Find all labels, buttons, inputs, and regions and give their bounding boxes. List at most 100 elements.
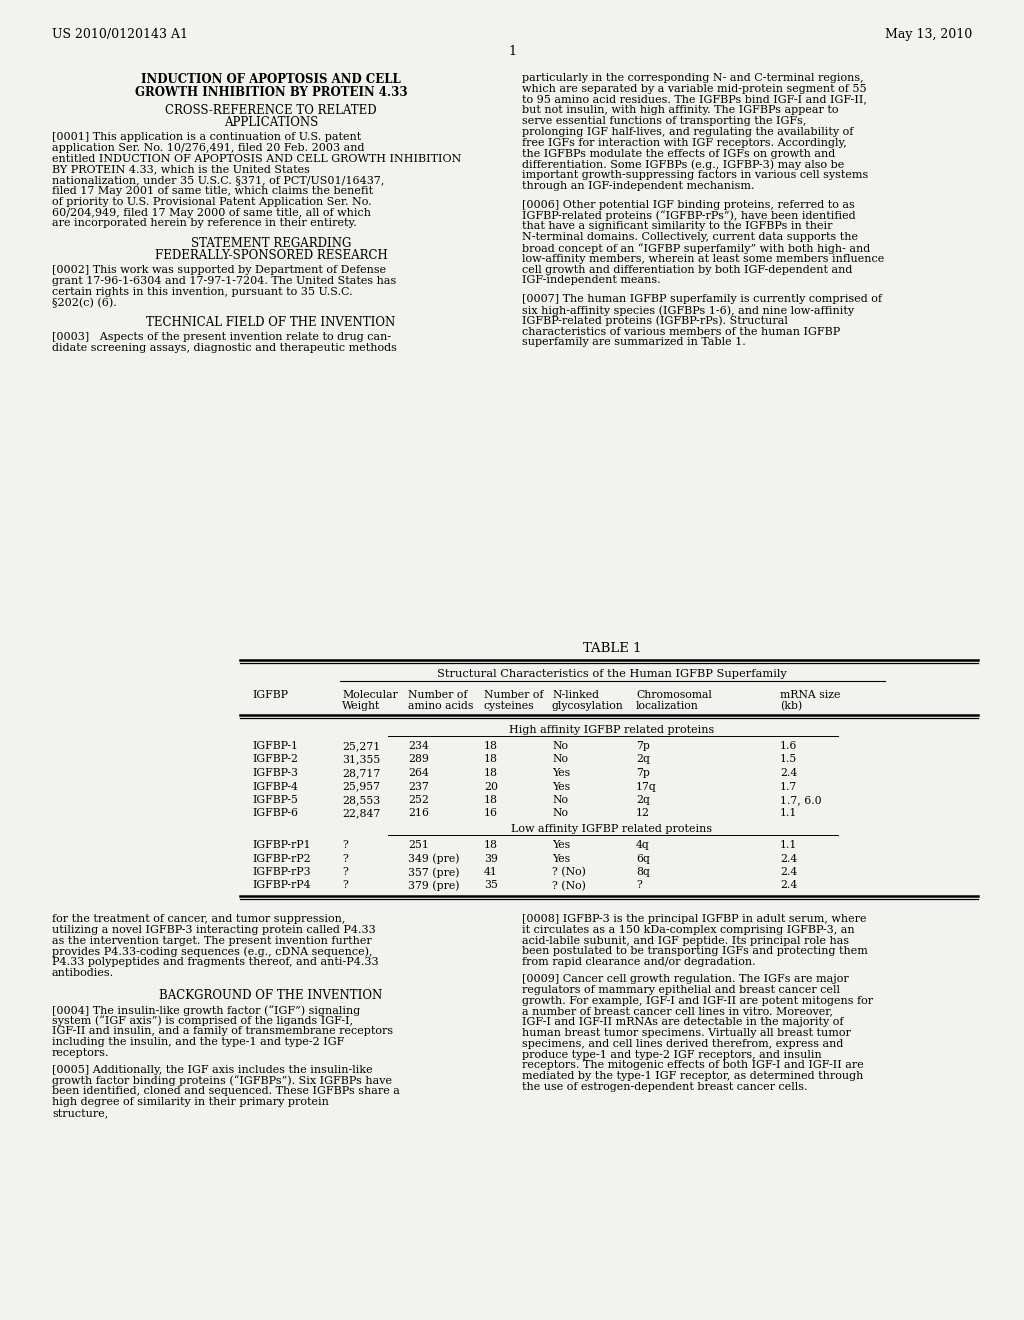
Text: IGFBP-rP2: IGFBP-rP2: [252, 854, 310, 863]
Text: Yes: Yes: [552, 781, 570, 792]
Text: [0009] Cancer cell growth regulation. The IGFs are major: [0009] Cancer cell growth regulation. Th…: [522, 974, 849, 983]
Text: been identified, cloned and sequenced. These IGFBPs share a: been identified, cloned and sequenced. T…: [52, 1086, 400, 1097]
Text: ?: ?: [342, 867, 348, 876]
Text: N-terminal domains. Collectively, current data supports the: N-terminal domains. Collectively, curren…: [522, 232, 858, 242]
Text: it circulates as a 150 kDa-complex comprising IGFBP-3, an: it circulates as a 150 kDa-complex compr…: [522, 925, 855, 935]
Text: 252: 252: [408, 795, 429, 805]
Text: 22,847: 22,847: [342, 808, 380, 818]
Text: ? (No): ? (No): [552, 880, 586, 891]
Text: 237: 237: [408, 781, 429, 792]
Text: 1.1: 1.1: [780, 808, 798, 818]
Text: US 2010/0120143 A1: US 2010/0120143 A1: [52, 28, 188, 41]
Text: 35: 35: [484, 880, 498, 891]
Text: 1.7, 6.0: 1.7, 6.0: [780, 795, 821, 805]
Text: IGFBP-rP1: IGFBP-rP1: [252, 840, 310, 850]
Text: important growth-suppressing factors in various cell systems: important growth-suppressing factors in …: [522, 170, 868, 181]
Text: No: No: [552, 808, 568, 818]
Text: six high-affinity species (IGFBPs 1-6), and nine low-affinity: six high-affinity species (IGFBPs 1-6), …: [522, 305, 854, 315]
Text: 39: 39: [484, 854, 498, 863]
Text: 6q: 6q: [636, 854, 650, 863]
Text: glycosylation: glycosylation: [552, 701, 624, 711]
Text: IGFBP-related proteins (“IGFBP-rPs”), have been identified: IGFBP-related proteins (“IGFBP-rPs”), ha…: [522, 211, 856, 222]
Text: 28,717: 28,717: [342, 768, 380, 777]
Text: 216: 216: [408, 808, 429, 818]
Text: high degree of similarity in their primary protein: high degree of similarity in their prima…: [52, 1097, 329, 1107]
Text: that have a significant similarity to the IGFBPs in their: that have a significant similarity to th…: [522, 222, 833, 231]
Text: 28,553: 28,553: [342, 795, 380, 805]
Text: APPLICATIONS: APPLICATIONS: [224, 116, 318, 129]
Text: cysteines: cysteines: [484, 701, 535, 711]
Text: 18: 18: [484, 755, 498, 764]
Text: Molecular: Molecular: [342, 690, 397, 700]
Text: IGFBP-1: IGFBP-1: [252, 741, 298, 751]
Text: 1.6: 1.6: [780, 741, 798, 751]
Text: P4.33 polypeptides and fragments thereof, and anti-P4.33: P4.33 polypeptides and fragments thereof…: [52, 957, 379, 968]
Text: [0004] The insulin-like growth factor (“IGF”) signaling: [0004] The insulin-like growth factor (“…: [52, 1005, 360, 1015]
Text: 25,271: 25,271: [342, 741, 380, 751]
Text: IGFBP-4: IGFBP-4: [252, 781, 298, 792]
Text: particularly in the corresponding N- and C-terminal regions,: particularly in the corresponding N- and…: [522, 73, 863, 83]
Text: 60/204,949, filed 17 May 2000 of same title, all of which: 60/204,949, filed 17 May 2000 of same ti…: [52, 207, 371, 218]
Text: 2.4: 2.4: [780, 880, 798, 891]
Text: 7p: 7p: [636, 768, 650, 777]
Text: as the intervention target. The present invention further: as the intervention target. The present …: [52, 936, 372, 945]
Text: 18: 18: [484, 795, 498, 805]
Text: IGFBP-related proteins (IGFBP-rPs). Structural: IGFBP-related proteins (IGFBP-rPs). Stru…: [522, 315, 787, 326]
Text: IGFBP-rP4: IGFBP-rP4: [252, 880, 310, 891]
Text: IGF-II and insulin, and a family of transmembrane receptors: IGF-II and insulin, and a family of tran…: [52, 1027, 393, 1036]
Text: 2.4: 2.4: [780, 854, 798, 863]
Text: localization: localization: [636, 701, 698, 711]
Text: Chromosomal: Chromosomal: [636, 690, 712, 700]
Text: 264: 264: [408, 768, 429, 777]
Text: Number of: Number of: [408, 690, 468, 700]
Text: mediated by the type-1 IGF receptor, as determined through: mediated by the type-1 IGF receptor, as …: [522, 1072, 863, 1081]
Text: application Ser. No. 10/276,491, filed 20 Feb. 2003 and: application Ser. No. 10/276,491, filed 2…: [52, 143, 365, 153]
Text: [0007] The human IGFBP superfamily is currently comprised of: [0007] The human IGFBP superfamily is cu…: [522, 294, 882, 304]
Text: IGFBP: IGFBP: [252, 690, 288, 700]
Text: didate screening assays, diagnostic and therapeutic methods: didate screening assays, diagnostic and …: [52, 343, 397, 354]
Text: §202(c) (6).: §202(c) (6).: [52, 297, 117, 308]
Text: receptors. The mitogenic effects of both IGF-I and IGF-II are: receptors. The mitogenic effects of both…: [522, 1060, 864, 1071]
Text: structure,: structure,: [52, 1107, 109, 1118]
Text: STATEMENT REGARDING: STATEMENT REGARDING: [190, 238, 351, 251]
Text: 18: 18: [484, 840, 498, 850]
Text: No: No: [552, 755, 568, 764]
Text: IGFBP-5: IGFBP-5: [252, 795, 298, 805]
Text: [0008] IGFBP-3 is the principal IGFBP in adult serum, where: [0008] IGFBP-3 is the principal IGFBP in…: [522, 913, 866, 924]
Text: acid-labile subunit, and IGF peptide. Its principal role has: acid-labile subunit, and IGF peptide. It…: [522, 936, 849, 945]
Text: which are separated by a variable mid-protein segment of 55: which are separated by a variable mid-pr…: [522, 83, 866, 94]
Text: IGF-independent means.: IGF-independent means.: [522, 276, 660, 285]
Text: IGF-I and IGF-II mRNAs are detectable in the majority of: IGF-I and IGF-II mRNAs are detectable in…: [522, 1018, 844, 1027]
Text: 379 (pre): 379 (pre): [408, 880, 460, 891]
Text: a number of breast cancer cell lines in vitro. Moreover,: a number of breast cancer cell lines in …: [522, 1006, 833, 1016]
Text: including the insulin, and the type-1 and type-2 IGF: including the insulin, and the type-1 an…: [52, 1038, 344, 1047]
Text: 289: 289: [408, 755, 429, 764]
Text: serve essential functions of transporting the IGFs,: serve essential functions of transportin…: [522, 116, 806, 127]
Text: Yes: Yes: [552, 840, 570, 850]
Text: 349 (pre): 349 (pre): [408, 854, 460, 865]
Text: ? (No): ? (No): [552, 867, 586, 878]
Text: through an IGF-independent mechanism.: through an IGF-independent mechanism.: [522, 181, 755, 191]
Text: GROWTH INHIBITION BY PROTEIN 4.33: GROWTH INHIBITION BY PROTEIN 4.33: [135, 86, 408, 99]
Text: TECHNICAL FIELD OF THE INVENTION: TECHNICAL FIELD OF THE INVENTION: [146, 317, 395, 330]
Text: ?: ?: [342, 854, 348, 863]
Text: entitled INDUCTION OF APOPTOSIS AND CELL GROWTH INHIBITION: entitled INDUCTION OF APOPTOSIS AND CELL…: [52, 153, 462, 164]
Text: 2q: 2q: [636, 755, 650, 764]
Text: 18: 18: [484, 768, 498, 777]
Text: regulators of mammary epithelial and breast cancer cell: regulators of mammary epithelial and bre…: [522, 985, 840, 995]
Text: 1.7: 1.7: [780, 781, 798, 792]
Text: broad concept of an “IGFBP superfamily” with both high- and: broad concept of an “IGFBP superfamily” …: [522, 243, 870, 253]
Text: ?: ?: [636, 880, 642, 891]
Text: utilizing a novel IGFBP-3 interacting protein called P4.33: utilizing a novel IGFBP-3 interacting pr…: [52, 925, 376, 935]
Text: 1.1: 1.1: [780, 840, 798, 850]
Text: but not insulin, with high affinity. The IGFBPs appear to: but not insulin, with high affinity. The…: [522, 106, 839, 115]
Text: 41: 41: [484, 867, 498, 876]
Text: the IGFBPs modulate the effects of IGFs on growth and: the IGFBPs modulate the effects of IGFs …: [522, 149, 836, 158]
Text: antibodies.: antibodies.: [52, 968, 114, 978]
Text: growth factor binding proteins (“IGFBPs”). Six IGFBPs have: growth factor binding proteins (“IGFBPs”…: [52, 1076, 392, 1086]
Text: High affinity IGFBP related proteins: High affinity IGFBP related proteins: [509, 725, 715, 735]
Text: IGFBP-2: IGFBP-2: [252, 755, 298, 764]
Text: provides P4.33-coding sequences (e.g., cDNA sequence),: provides P4.33-coding sequences (e.g., c…: [52, 946, 373, 957]
Text: ?: ?: [342, 840, 348, 850]
Text: filed 17 May 2001 of same title, which claims the benefit: filed 17 May 2001 of same title, which c…: [52, 186, 373, 195]
